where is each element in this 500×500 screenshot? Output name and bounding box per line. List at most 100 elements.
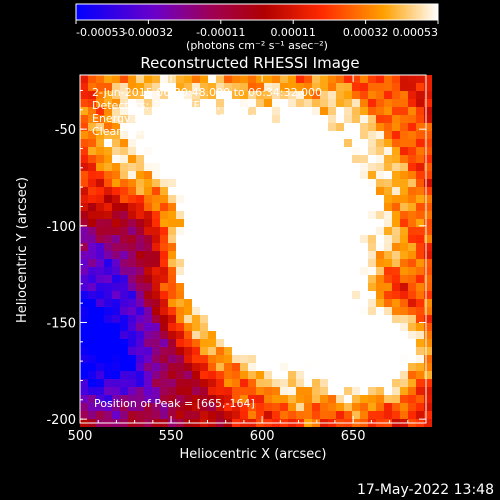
heatmap-cell	[288, 395, 296, 403]
heatmap-cell	[80, 155, 88, 163]
heatmap-cell	[296, 83, 304, 91]
heatmap-cell	[88, 235, 96, 243]
heatmap-cell	[256, 123, 264, 131]
heatmap-cell	[168, 243, 176, 251]
heatmap-cell	[120, 315, 128, 323]
heatmap-cell	[144, 387, 152, 395]
heatmap-cell	[320, 123, 328, 131]
heatmap-cell	[416, 211, 424, 219]
heatmap-cell	[424, 355, 432, 363]
heatmap-cell	[136, 235, 144, 243]
heatmap-cell	[408, 219, 416, 227]
heatmap-cell	[280, 259, 288, 267]
heatmap-cell	[272, 107, 280, 115]
heatmap-cell	[184, 259, 192, 267]
heatmap-cell	[200, 371, 208, 379]
heatmap-cell	[352, 339, 360, 347]
heatmap-cell	[360, 243, 368, 251]
heatmap-cell	[312, 179, 320, 187]
heatmap-cell	[112, 347, 120, 355]
heatmap-cell	[360, 387, 368, 395]
heatmap-cell	[248, 203, 256, 211]
heatmap-cell	[256, 155, 264, 163]
heatmap-cell	[136, 115, 144, 123]
heatmap-cell	[384, 275, 392, 283]
heatmap-cell	[256, 395, 264, 403]
heatmap-cell	[280, 291, 288, 299]
heatmap-cell	[424, 187, 432, 195]
heatmap-cell	[336, 139, 344, 147]
heatmap-cell	[392, 235, 400, 243]
heatmap-cell	[248, 339, 256, 347]
heatmap-cell	[80, 131, 88, 139]
heatmap-cell	[112, 115, 120, 123]
heatmap-cell	[160, 411, 168, 419]
heatmap-cell	[128, 275, 136, 283]
heatmap-cell	[232, 379, 240, 387]
heatmap-cell	[160, 243, 168, 251]
heatmap-cell	[240, 323, 248, 331]
heatmap-cell	[312, 75, 320, 83]
heatmap-cell	[104, 387, 112, 395]
heatmap-cell	[264, 243, 272, 251]
heatmap-cell	[96, 171, 104, 179]
heatmap-cell	[168, 115, 176, 123]
heatmap-cell	[176, 323, 184, 331]
heatmap-cell	[96, 387, 104, 395]
heatmap-cell	[328, 203, 336, 211]
heatmap-cell	[112, 339, 120, 347]
heatmap-cell	[280, 107, 288, 115]
heatmap-cell	[160, 339, 168, 347]
heatmap-cell	[320, 107, 328, 115]
heatmap-cell	[344, 283, 352, 291]
heatmap-cell	[304, 147, 312, 155]
heatmap-cell	[256, 299, 264, 307]
heatmap-cell	[392, 131, 400, 139]
heatmap-cell	[320, 403, 328, 411]
heatmap-cell	[288, 275, 296, 283]
heatmap-cell	[328, 355, 336, 363]
heatmap-cell	[168, 395, 176, 403]
heatmap-cell	[296, 371, 304, 379]
heatmap-cell	[288, 355, 296, 363]
heatmap-cell	[256, 371, 264, 379]
heatmap-cell	[168, 355, 176, 363]
heatmap-cell	[288, 315, 296, 323]
heatmap-cell	[184, 211, 192, 219]
heatmap-cell	[144, 123, 152, 131]
heatmap-cell	[184, 139, 192, 147]
heatmap-cell	[312, 411, 320, 419]
heatmap-cell	[80, 235, 88, 243]
heatmap-cell	[264, 179, 272, 187]
heatmap-cell	[248, 355, 256, 363]
heatmap-cell	[136, 243, 144, 251]
heatmap-cell	[120, 107, 128, 115]
heatmap-cell	[352, 139, 360, 147]
heatmap-cell	[392, 259, 400, 267]
heatmap-cell	[168, 323, 176, 331]
heatmap-cell	[312, 139, 320, 147]
heatmap-cell	[192, 363, 200, 371]
heatmap-cell	[272, 387, 280, 395]
heatmap-cell	[200, 131, 208, 139]
heatmap-cell	[384, 387, 392, 395]
heatmap-cell	[96, 411, 104, 419]
heatmap-cell	[296, 163, 304, 171]
heatmap-cell	[232, 75, 240, 83]
heatmap-cell	[152, 107, 160, 115]
heatmap-cell	[296, 259, 304, 267]
heatmap-cell	[240, 211, 248, 219]
heatmap-cell	[192, 203, 200, 211]
heatmap-cell	[128, 339, 136, 347]
heatmap-cell	[328, 99, 336, 107]
heatmap-cell	[384, 363, 392, 371]
heatmap-cell	[160, 403, 168, 411]
heatmap-cell	[248, 75, 256, 83]
heatmap-cell	[168, 315, 176, 323]
x-axis-label: Heliocentric X (arcsec)	[180, 447, 327, 462]
heatmap-cell	[328, 243, 336, 251]
heatmap-cell	[200, 363, 208, 371]
heatmap-cell	[232, 387, 240, 395]
heatmap-cell	[312, 91, 320, 99]
heatmap-cell	[248, 219, 256, 227]
